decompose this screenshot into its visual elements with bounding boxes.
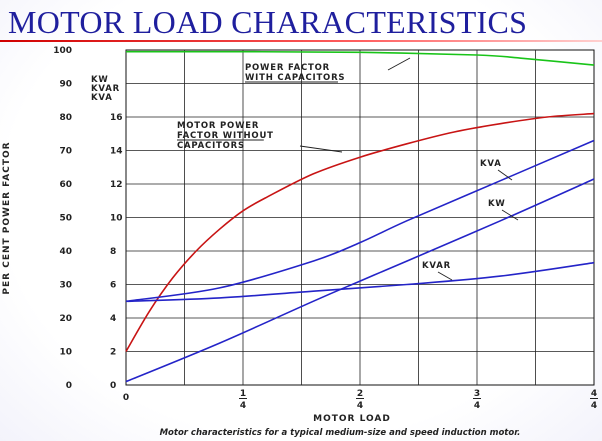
- x-axis-title: MOTOR LOAD: [313, 414, 391, 424]
- x-tick-denominator: 4: [357, 401, 363, 411]
- annotation-kvar: KVAR: [422, 261, 453, 281]
- y2-unit-label: KW KVAR KVA: [91, 75, 120, 103]
- y-tick-label: 50: [59, 214, 72, 224]
- series-line-kva: [125, 139, 595, 303]
- y-tick-label: 100: [53, 46, 72, 56]
- y-tick-label: 10: [59, 348, 72, 358]
- y-tick-label: 80: [59, 113, 72, 123]
- annotation-line: KVAR: [422, 261, 451, 271]
- chart-caption: Motor characteristics for a typical medi…: [160, 428, 521, 438]
- y2-unit-kva: KVA: [91, 93, 113, 103]
- series-line-kw: [125, 178, 595, 383]
- annotation-line: KW: [488, 199, 506, 209]
- annotation-line: CAPACITORS: [177, 141, 245, 151]
- x-tick-fraction: 34: [473, 389, 481, 411]
- y-tick-label: 0: [66, 381, 72, 391]
- x-tick-fraction: 24: [356, 389, 364, 411]
- y2-tick-label: 2: [110, 348, 116, 358]
- x-tick-numerator: 1: [240, 389, 246, 399]
- annotation-line: KVA: [480, 159, 502, 169]
- x-tick-denominator: 4: [240, 401, 246, 411]
- annotation-leader: [497, 169, 513, 181]
- series-line-motor-power-factor-without-capacitors: [125, 112, 595, 352]
- y2-tick-label: 0: [110, 381, 116, 391]
- x-tick-numerator: 4: [591, 389, 597, 399]
- annotation-leader: [299, 145, 343, 153]
- annotation-line: POWER FACTOR: [245, 63, 330, 73]
- grid: [126, 50, 594, 385]
- y-tick-label: 70: [59, 147, 72, 157]
- y2-tick-label: 8: [110, 247, 116, 257]
- y-tick-label: 40: [59, 247, 72, 257]
- y-tick-label: 90: [59, 80, 72, 90]
- y-tick-label: 60: [59, 180, 72, 190]
- y-axis-ticks: 0 10 20 30 40 50 60 70 80 90 100: [53, 46, 72, 391]
- x-tick-denominator: 4: [474, 401, 480, 411]
- y2-unit-kw: KW: [91, 75, 109, 85]
- series-line-kvar: [125, 261, 595, 303]
- x-tick-denominator: 4: [591, 401, 597, 411]
- y2-tick-label: 10: [110, 214, 123, 224]
- y2-tick-label: 6: [110, 281, 116, 291]
- annotation-line: FACTOR WITHOUT: [177, 131, 274, 141]
- annotation-leader: [501, 209, 519, 221]
- annotation-kw: KW: [488, 199, 519, 221]
- title-underline: [0, 40, 602, 42]
- y-axis-title: PER CENT POWER FACTOR: [2, 141, 12, 294]
- y2-tick-label: 4: [110, 314, 116, 324]
- series-line-power-factor-with-capacitors: [125, 50, 595, 66]
- slide-title: MOTOR LOAD CHARACTERISTICS: [8, 4, 528, 40]
- y2-unit-kvar: KVAR: [91, 84, 120, 94]
- x-tick-numerator: 2: [357, 389, 363, 399]
- annotation-line: MOTOR POWER: [177, 121, 259, 131]
- x-tick-fraction: 14: [239, 389, 247, 411]
- x-tick-fraction: 44: [590, 389, 598, 411]
- y2-axis-ticks: 0 2 4 6 8 10 12 14 16: [110, 113, 123, 391]
- annotation-leader: [387, 57, 411, 71]
- y-tick-label: 30: [59, 281, 72, 291]
- y2-tick-label: 16: [110, 113, 123, 123]
- y2-tick-label: 14: [110, 147, 123, 157]
- annotation-kva: KVA: [480, 159, 513, 181]
- series-lines: [125, 50, 595, 383]
- x-tick-numerator: 3: [474, 389, 480, 399]
- annotation-leader: [437, 271, 453, 281]
- y-tick-label: 20: [59, 314, 72, 324]
- x-tick-label: 0: [123, 393, 129, 403]
- annotation-line: WITH CAPACITORS: [245, 73, 345, 83]
- y2-tick-label: 12: [110, 180, 123, 190]
